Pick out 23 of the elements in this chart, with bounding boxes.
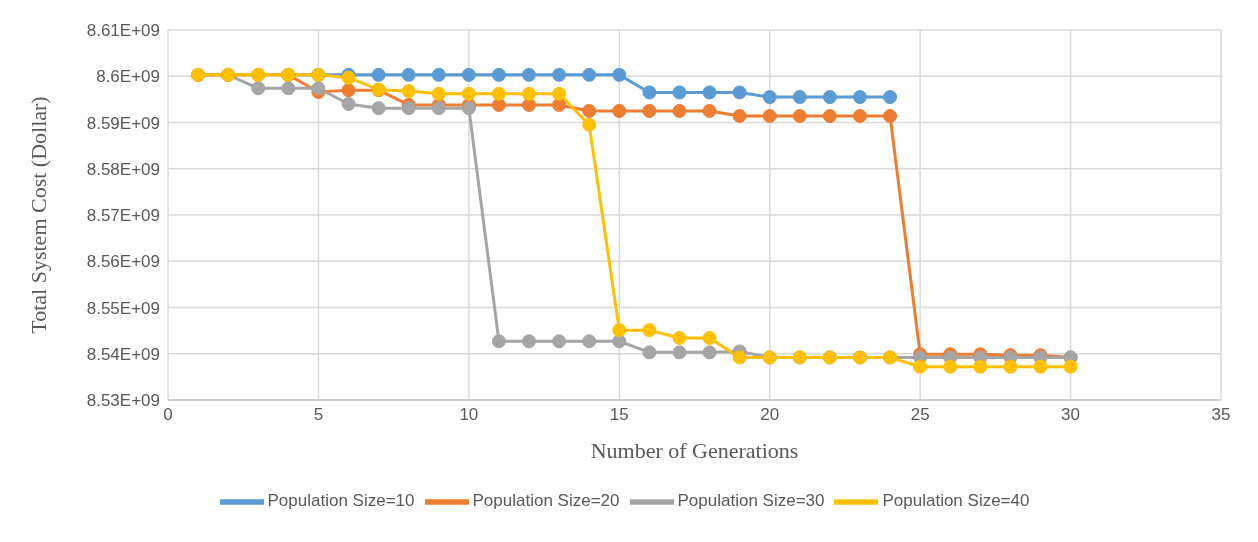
x-tick-label: 0 [163,405,173,425]
x-tick-label: 5 [313,405,324,425]
x-axis-title: Number of Generations [590,438,799,463]
y-tick-label: 8.58E+09 [86,159,160,179]
y-tick-label: 8.55E+09 [86,298,160,318]
x-tick-label: 30 [1061,405,1081,425]
legend-label: Population Size=40 [882,491,1030,511]
legend-label: Population Size=20 [472,491,620,511]
legend-label: Population Size=10 [267,491,415,511]
x-tick-label: 25 [910,405,930,425]
x-tick-label: 35 [1211,405,1231,425]
y-tick-label: 8.54E+09 [86,344,160,364]
x-tick-label: 10 [459,405,479,425]
y-tick-label: 8.6E+09 [96,67,160,87]
y-axis-title: Total System Cost (Dollar) [25,96,51,334]
y-tick-label: 8.61E+09 [86,21,160,41]
y-tick-label: 8.57E+09 [86,206,160,226]
y-tick-label: 8.59E+09 [86,113,160,133]
y-tick-label: 8.53E+09 [86,391,160,411]
legend-label: Population Size=30 [677,491,825,511]
x-tick-label: 15 [609,405,629,425]
x-tick-label: 20 [760,405,780,425]
y-tick-label: 8.56E+09 [86,252,160,272]
